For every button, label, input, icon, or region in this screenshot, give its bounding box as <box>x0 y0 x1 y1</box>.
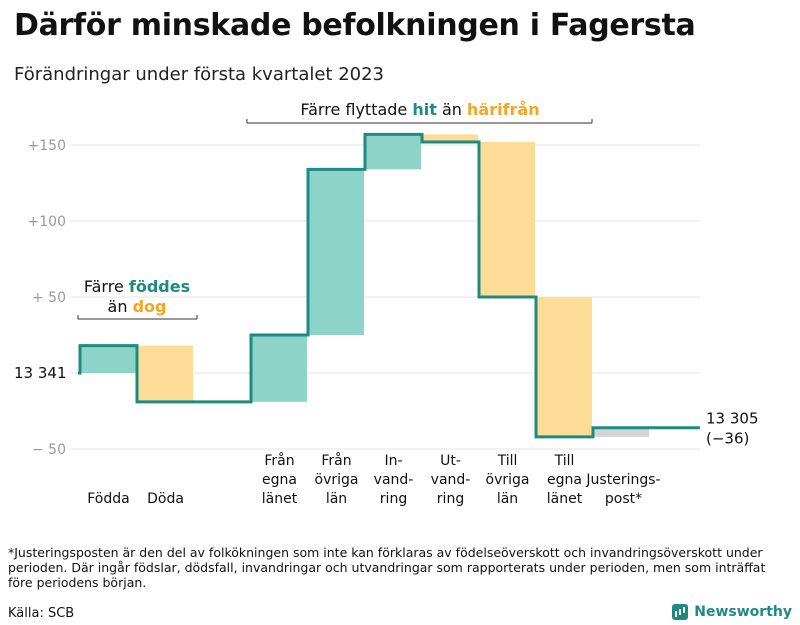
bar-8 <box>594 427 649 437</box>
end-value-label: 13 305 <box>706 410 759 428</box>
category-label: vand- <box>374 472 414 488</box>
category-label: Ut- <box>440 453 461 469</box>
y-tick-label: − 50 <box>32 442 66 458</box>
y-tick-label: + 50 <box>32 290 66 306</box>
category-label: länet <box>262 491 298 507</box>
y-tick-label: +150 <box>28 138 66 154</box>
category-label: Från <box>264 452 294 469</box>
bar-1 <box>138 345 193 402</box>
category-label: ring <box>437 491 464 507</box>
category-label: In- <box>384 453 402 469</box>
bar-6 <box>480 141 535 297</box>
category-label: ring <box>380 491 407 507</box>
running-total-line <box>78 132 700 439</box>
bar-0 <box>81 345 136 373</box>
category-label: länet <box>547 491 583 507</box>
category-label: vand- <box>431 472 471 488</box>
source-note: Källa: SCB <box>8 606 75 621</box>
category-label: Till <box>497 453 518 469</box>
category-label: Födda <box>87 491 129 507</box>
chart-subtitle: Förändringar under första kvartalet 2023 <box>14 64 385 85</box>
annotation-births: Färre föddes <box>84 277 190 296</box>
bar-7 <box>537 297 592 437</box>
end-value-label: (−36) <box>706 430 749 448</box>
category-label: egna <box>262 472 297 488</box>
category-label: Döda <box>147 491 184 507</box>
category-label: övriga <box>486 472 530 488</box>
bar-chart-icon <box>672 604 689 620</box>
category-label: egna <box>547 472 582 488</box>
category-label: län <box>497 491 518 507</box>
chart-title: Därför minskade befolkningen i Fagersta <box>14 8 696 43</box>
waterfall-chart: +150 +100 + 50 − 50 13 341 13 305 (−36) Födda Dö… <box>14 100 759 507</box>
bar-4 <box>366 134 421 170</box>
start-value-label: 13 341 <box>14 364 67 382</box>
category-label: post* <box>605 491 642 507</box>
y-tick-label: +100 <box>28 214 66 230</box>
bar-3 <box>309 169 364 335</box>
annotation-migration: Färre flyttade hit än härifrån <box>300 100 539 119</box>
brand-logo: Newsworthy <box>672 604 792 620</box>
category-label: övriga <box>315 472 359 488</box>
bar-5 <box>423 134 478 142</box>
brand-name: Newsworthy <box>694 604 792 620</box>
category-label: län <box>326 491 347 507</box>
category-label: Till <box>554 453 575 469</box>
footnote: *Justeringsposten är den del av folkökni… <box>8 545 766 590</box>
bar-2 <box>252 335 307 402</box>
category-label: Justerings- <box>585 472 660 488</box>
category-label: Från <box>321 452 351 469</box>
annotation-deaths: än dog <box>108 297 167 316</box>
